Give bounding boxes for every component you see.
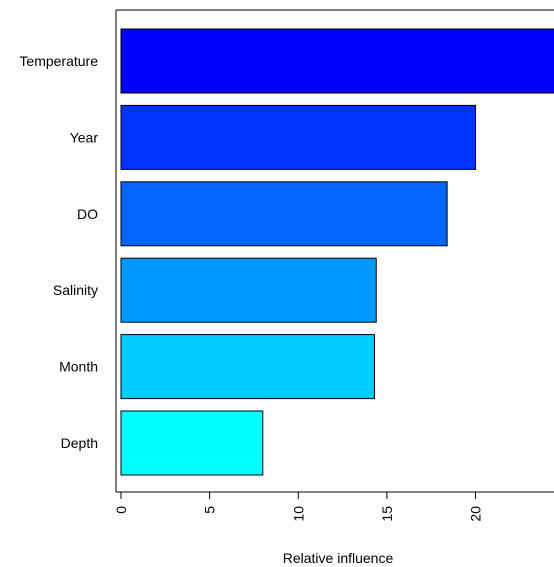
bar-depth — [120, 410, 264, 476]
category-label-year: Year — [70, 129, 99, 145]
x-axis-title: Relative influence — [283, 550, 394, 566]
category-label-month: Month — [59, 359, 98, 375]
bars-group — [120, 28, 554, 476]
x-axis-ticks: 0 5 10 15 20 — [113, 492, 484, 522]
bar-do — [120, 181, 448, 247]
x-tick-label-0: 0 — [113, 506, 129, 514]
x-tick-label-20: 20 — [468, 506, 484, 522]
category-labels: Temperature Year DO Salinity Month Depth — [19, 53, 98, 451]
x-tick-label-5: 5 — [202, 506, 218, 514]
category-label-temperature: Temperature — [19, 53, 98, 69]
bar-temperature — [120, 28, 554, 94]
category-label-do: DO — [77, 206, 98, 222]
category-label-depth: Depth — [61, 435, 98, 451]
category-label-salinity: Salinity — [53, 282, 98, 298]
axes — [115, 9, 554, 493]
bar-month — [120, 334, 375, 400]
x-tick-label-15: 15 — [379, 506, 395, 522]
bar-salinity — [120, 257, 377, 323]
x-tick-label-10: 10 — [290, 506, 306, 522]
bar-year — [120, 104, 476, 170]
